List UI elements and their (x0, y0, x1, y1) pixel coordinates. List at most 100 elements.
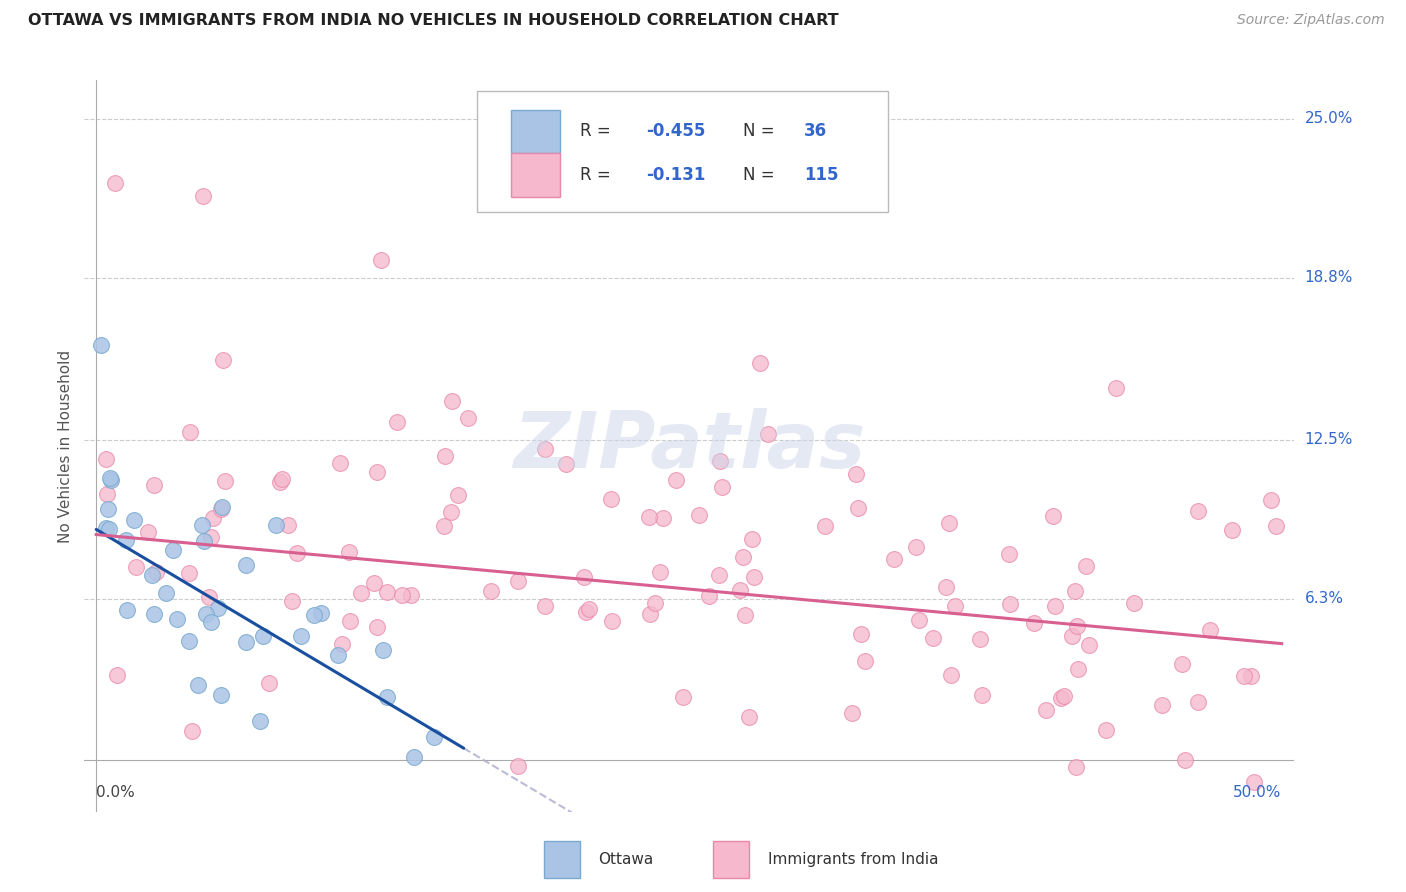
Point (371, 643, 394, 657)
Point (141, 568, 163, 582)
Point (1105, 381, 1128, 395)
Point (179, 633, 201, 648)
Point (998, 597, 1021, 611)
Point (191, 188, 214, 202)
Point (1076, 559, 1098, 574)
Point (1042, 508, 1064, 523)
Point (969, 632, 991, 646)
Text: Immigrants from India: Immigrants from India (768, 852, 938, 867)
Point (350, 586, 373, 600)
Point (105, 668, 128, 682)
Point (370, 252, 392, 267)
Text: 12.5%: 12.5% (1305, 432, 1353, 447)
Point (96, 452, 118, 467)
Point (998, 548, 1021, 562)
Point (922, 632, 945, 646)
Point (264, 517, 287, 532)
Point (94, 520, 117, 534)
Point (1066, 759, 1088, 773)
Point (707, 568, 730, 582)
Point (638, 607, 661, 622)
Point (302, 607, 325, 622)
Text: OTTAWA VS IMMIGRANTS FROM INDIA NO VEHICLES IN HOUSEHOLD CORRELATION CHART: OTTAWA VS IMMIGRANTS FROM INDIA NO VEHIC… (28, 13, 839, 29)
Point (734, 608, 756, 623)
Point (200, 615, 222, 629)
Point (650, 565, 672, 579)
Point (145, 565, 167, 579)
Point (98, 471, 121, 485)
Point (457, 411, 479, 425)
Point (1122, 596, 1144, 610)
Text: 6.3%: 6.3% (1305, 591, 1344, 607)
Point (534, 442, 557, 456)
Point (326, 648, 349, 663)
Point (1060, 629, 1083, 643)
Point (756, 426, 779, 441)
Point (187, 678, 209, 692)
Point (1067, 662, 1090, 676)
Point (235, 558, 257, 573)
Point (741, 532, 763, 546)
Point (198, 591, 221, 605)
Point (578, 602, 600, 616)
Point (337, 544, 360, 558)
Point (366, 466, 388, 480)
Point (710, 480, 733, 494)
Text: 25.0%: 25.0% (1305, 112, 1353, 127)
Point (479, 584, 502, 599)
Text: -0.131: -0.131 (647, 167, 706, 185)
Point (277, 518, 299, 533)
Point (125, 560, 148, 574)
Point (200, 530, 222, 544)
Point (339, 614, 361, 628)
Point (191, 517, 214, 532)
Point (599, 491, 621, 506)
Text: 36: 36 (804, 122, 827, 140)
Point (600, 614, 623, 628)
Text: 50.0%: 50.0% (1233, 785, 1282, 800)
Point (905, 540, 928, 554)
Point (855, 654, 877, 668)
Point (1043, 599, 1066, 614)
Point (1150, 698, 1173, 712)
FancyBboxPatch shape (544, 841, 581, 878)
Point (572, 569, 595, 583)
Point (209, 688, 232, 702)
Text: Ottawa: Ottawa (599, 852, 654, 867)
Point (728, 582, 751, 597)
Point (96, 487, 118, 501)
Point (699, 589, 721, 603)
Point (749, 355, 772, 369)
Text: Source: ZipAtlas.com: Source: ZipAtlas.com (1237, 13, 1385, 28)
Point (329, 456, 352, 470)
Point (1220, 523, 1243, 537)
Point (1240, 669, 1263, 683)
Point (939, 667, 962, 681)
Point (212, 353, 235, 368)
Point (269, 475, 291, 489)
Point (1260, 493, 1282, 508)
Text: ZIPatlas: ZIPatlas (513, 408, 865, 484)
FancyBboxPatch shape (512, 110, 560, 153)
Point (142, 478, 165, 492)
Point (1035, 703, 1057, 717)
Point (179, 566, 201, 580)
Point (1233, 669, 1256, 683)
Point (195, 607, 218, 621)
Point (1064, 583, 1087, 598)
Point (688, 508, 710, 523)
Point (1265, 519, 1288, 533)
Point (155, 586, 177, 600)
Point (434, 450, 457, 464)
Point (270, 472, 292, 486)
Text: R =: R = (581, 122, 616, 140)
Point (309, 606, 332, 620)
Point (945, 599, 967, 613)
Point (100, 473, 122, 487)
Point (1187, 695, 1209, 709)
Point (363, 576, 385, 591)
Point (166, 612, 188, 626)
Point (290, 629, 312, 643)
Point (1066, 618, 1088, 632)
Text: 18.8%: 18.8% (1305, 270, 1353, 285)
